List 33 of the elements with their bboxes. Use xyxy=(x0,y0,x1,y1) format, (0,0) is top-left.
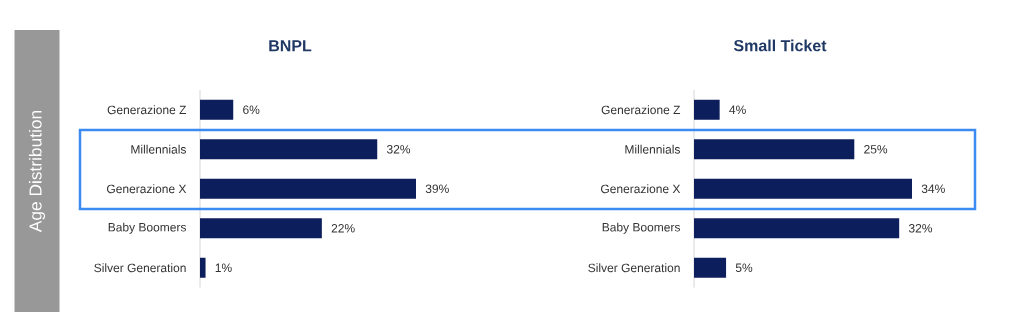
y-tick-label: Generazione X xyxy=(107,184,187,194)
data-label: 1% xyxy=(215,263,232,272)
bar xyxy=(200,218,322,239)
bar xyxy=(200,139,378,160)
y-tick-label: Baby Boomers xyxy=(108,222,186,234)
data-label: 5% xyxy=(735,263,753,272)
y-tick-label: Millennials xyxy=(131,144,186,154)
bar xyxy=(694,99,720,120)
bar xyxy=(694,178,913,199)
data-label: 32% xyxy=(908,224,933,233)
bar xyxy=(200,178,416,199)
y-tick-label: Generazione X xyxy=(601,184,681,194)
y-tick-label: Silver Generation xyxy=(588,263,680,273)
bar xyxy=(200,99,234,120)
data-label: 6% xyxy=(243,105,260,115)
bar xyxy=(200,257,206,278)
chart-title: Small Ticket xyxy=(733,39,827,52)
bar xyxy=(694,218,900,239)
y-tick-label: Baby Boomers xyxy=(602,222,680,234)
data-label: 22% xyxy=(331,224,355,233)
bar xyxy=(694,139,855,160)
y-tick-label: Generazione Z xyxy=(107,105,187,115)
y-tick-label: Generazione Z xyxy=(601,105,681,115)
bar xyxy=(694,257,727,278)
chart-title: BNPL xyxy=(269,40,312,52)
data-label: 34% xyxy=(921,184,945,194)
data-label: 39% xyxy=(425,184,449,194)
data-label: 4% xyxy=(729,105,746,114)
data-label: 32% xyxy=(386,145,411,154)
y-tick-label: Millennials xyxy=(625,144,680,154)
data-label: 25% xyxy=(864,145,888,154)
y-axis-title: Age Distribution xyxy=(28,110,46,233)
y-tick-label: Silver Generation xyxy=(94,263,186,273)
